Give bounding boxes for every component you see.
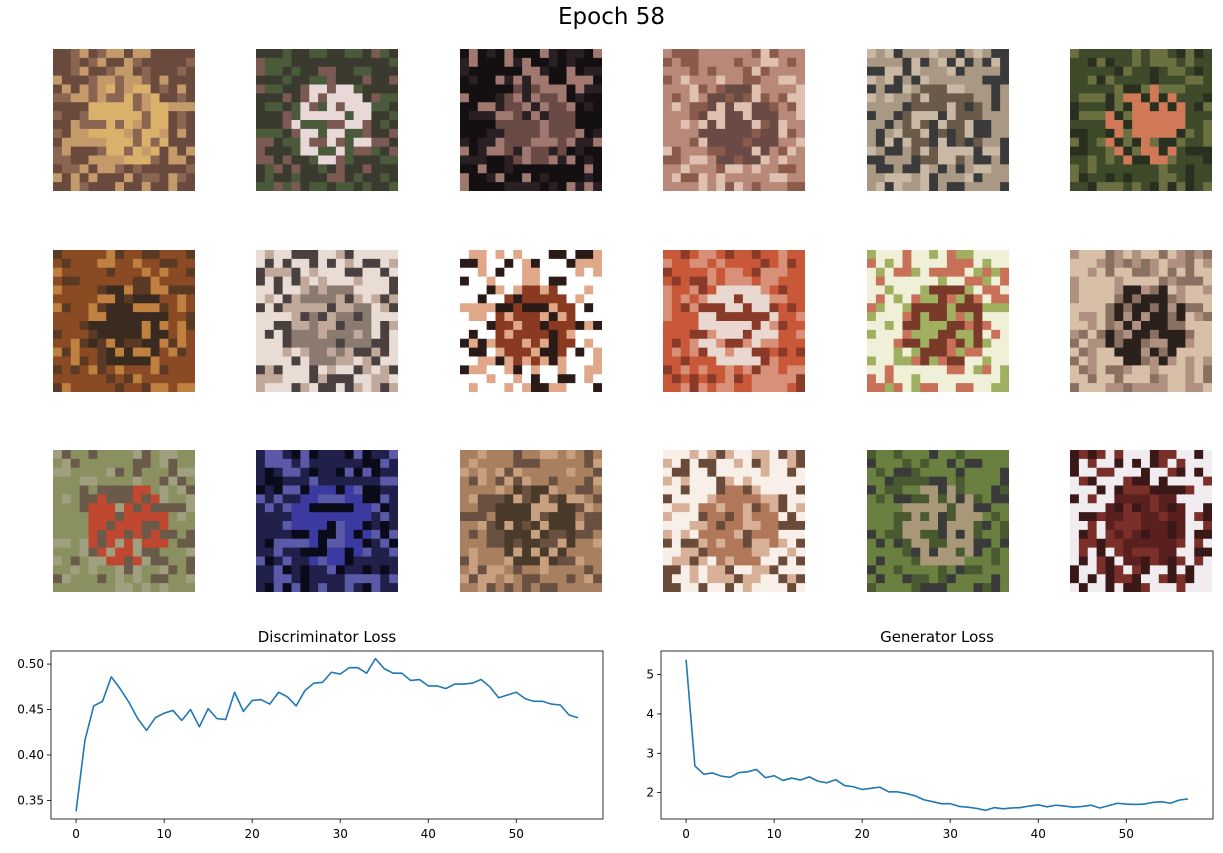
sample-image-2	[256, 49, 398, 191]
generator-loss-xtick-label: 30	[943, 827, 958, 841]
sample-image-18	[1070, 450, 1212, 592]
discriminator-loss-xtick-label: 20	[245, 827, 260, 841]
sample-image-10	[663, 250, 805, 392]
generator-loss-ytick-label: 4	[646, 707, 654, 721]
sample-image-17	[867, 450, 1009, 592]
generator-loss-xtick-label: 40	[1031, 827, 1046, 841]
sample-image-14	[256, 450, 398, 592]
sample-image-15	[460, 450, 602, 592]
sample-image-1	[53, 49, 195, 191]
discriminator-loss-ytick-label: 0.50	[17, 657, 44, 671]
generator-loss-xtick-label: 20	[855, 827, 870, 841]
generator-loss-xtick-label: 0	[682, 827, 690, 841]
discriminator-loss-xtick-label: 0	[72, 827, 80, 841]
generator-loss-title: Generator Loss	[880, 628, 994, 646]
discriminator-loss-chart: Discriminator Loss 0 10 20 30 40 50 0.35 0.40 0.4…	[17, 628, 604, 841]
figure-title: Epoch 58	[557, 4, 665, 30]
generator-loss-ytick-label: 3	[646, 746, 654, 760]
discriminator-loss-ytick-label: 0.35	[17, 793, 44, 807]
generator-loss-xtick-label: 50	[1119, 827, 1134, 841]
sample-image-4	[663, 49, 805, 191]
discriminator-loss-xtick-label: 30	[333, 827, 348, 841]
sample-image-7	[53, 250, 195, 392]
generator-loss-ytick-label: 2	[646, 786, 654, 800]
generator-loss-chart: Generator Loss 0 10 20 30 40 50 2 3 4 5	[646, 628, 1214, 841]
discriminator-loss-title: Discriminator Loss	[258, 628, 397, 646]
sample-image-3	[460, 49, 602, 191]
sample-image-16	[663, 450, 805, 592]
discriminator-loss-axes-frame	[50, 650, 604, 820]
discriminator-loss-series-line	[75, 657, 579, 812]
generator-loss-xtick-label: 10	[766, 827, 781, 841]
sample-image-13	[53, 450, 195, 592]
generator-loss-ytick-label: 5	[646, 668, 654, 682]
sample-image-8	[256, 250, 398, 392]
discriminator-loss-xtick-label: 40	[421, 827, 436, 841]
generator-loss-series-line	[685, 659, 1189, 812]
sample-image-12	[1070, 250, 1212, 392]
discriminator-loss-ytick-label: 0.45	[17, 703, 44, 717]
discriminator-loss-xtick-label: 10	[156, 827, 171, 841]
sample-image-6	[1070, 49, 1212, 191]
discriminator-loss-ytick-label: 0.40	[17, 748, 44, 762]
sample-image-11	[867, 250, 1009, 392]
discriminator-loss-xtick-label: 50	[509, 827, 524, 841]
sample-image-5	[867, 49, 1009, 191]
generator-loss-axes-frame	[660, 650, 1214, 820]
sample-image-9	[460, 250, 602, 392]
